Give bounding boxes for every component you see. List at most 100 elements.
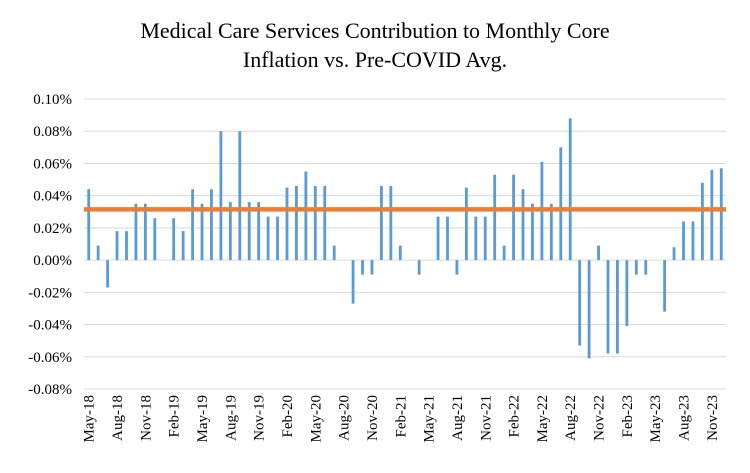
bar: [115, 231, 119, 261]
chart-title-line-1: Medical Care Services Contribution to Mo…: [140, 18, 609, 43]
bar: [578, 260, 582, 346]
bar: [285, 187, 289, 261]
x-tick-label: May-23: [648, 395, 664, 443]
y-tick-label: -0.06%: [28, 350, 72, 366]
y-tick-label: -0.08%: [28, 382, 72, 398]
y-tick-label: -0.02%: [28, 285, 72, 301]
bar: [606, 260, 610, 354]
x-tick-label: Aug-23: [677, 395, 693, 441]
bar: [143, 203, 147, 261]
bar: [644, 260, 648, 275]
x-tick-label: May-18: [82, 395, 98, 443]
y-tick-label: 0.00%: [33, 253, 72, 269]
bar: [276, 216, 279, 261]
x-tick-label: Aug-21: [450, 395, 466, 441]
bar: [625, 260, 629, 327]
bar: [228, 202, 232, 261]
bar: [87, 189, 91, 261]
bar: [257, 202, 261, 261]
bar: [332, 245, 336, 261]
bar: [559, 147, 563, 261]
x-tick-label: Aug-19: [223, 395, 239, 441]
x-tick-label: May-19: [195, 395, 211, 443]
bar: [210, 189, 213, 261]
bar: [682, 221, 685, 261]
bar: [219, 131, 223, 261]
bar: [446, 216, 449, 261]
bar: [238, 131, 242, 261]
x-tick-label: Nov-21: [478, 395, 494, 441]
bar: [125, 231, 128, 261]
bar: [172, 218, 176, 261]
bar: [436, 216, 440, 261]
bar: [313, 186, 317, 261]
bar: [587, 260, 591, 359]
bar: [295, 186, 298, 261]
bar: [398, 245, 402, 261]
x-tick-label: May-22: [535, 395, 551, 443]
x-tick-label: Aug-20: [337, 395, 353, 441]
y-tick-label: 0.02%: [33, 221, 72, 237]
x-tick-label: Feb-20: [280, 395, 296, 438]
bar: [370, 260, 374, 275]
bar: [455, 260, 459, 275]
bar: [153, 218, 157, 261]
bar: [134, 203, 138, 261]
bar: [96, 245, 100, 261]
bar: [191, 189, 194, 261]
bar: [323, 186, 327, 261]
y-axis-labels: 0.10% 0.08% 0.06% 0.04% 0.02% 0.00% -0.02% -0.0…: [28, 92, 72, 398]
bar: [361, 260, 364, 275]
x-tick-label: May-21: [422, 395, 438, 443]
x-tick-label: Nov-18: [138, 395, 154, 441]
y-tick-label: -0.04%: [28, 318, 72, 334]
y-tick-label: 0.08%: [33, 124, 72, 140]
bar: [616, 260, 619, 354]
y-tick-label: 0.04%: [33, 189, 72, 205]
bar: [597, 245, 600, 261]
x-tick-label: Feb-22: [507, 395, 523, 438]
bar: [247, 202, 251, 261]
bar: [700, 182, 704, 261]
bar: [568, 118, 572, 261]
bar: [493, 174, 497, 261]
y-tick-label: 0.10%: [33, 92, 72, 108]
bar: [200, 203, 204, 261]
bar: [304, 171, 308, 261]
x-tick-label: Feb-21: [393, 395, 409, 438]
bar: [464, 187, 468, 261]
x-tick-label: Nov-23: [705, 395, 721, 441]
bar: [531, 203, 534, 261]
bar: [379, 186, 383, 261]
bar: [181, 231, 185, 261]
bar: [691, 221, 695, 261]
bar: [549, 203, 553, 261]
x-tick-label: Nov-22: [592, 395, 608, 441]
y-tick-label: 0.06%: [33, 156, 72, 172]
bar: [417, 260, 421, 275]
bar-series: [87, 118, 723, 359]
bar: [502, 245, 506, 261]
bar: [521, 189, 525, 261]
bar: [512, 174, 515, 261]
bar: [351, 260, 355, 304]
x-tick-label: Nov-20: [365, 395, 381, 441]
bar: [266, 216, 270, 261]
bar: [106, 260, 110, 288]
bar: [672, 247, 676, 261]
chart-title: Medical Care Services Contribution to Mo…: [140, 18, 609, 72]
x-axis-labels: May-18 Aug-18 Nov-18 Feb-19 May-19 Aug-19 Nov-…: [82, 395, 721, 443]
bar: [634, 260, 638, 275]
x-tick-label: Feb-19: [167, 395, 183, 438]
chart-title-line-2: Inflation vs. Pre-COVID Avg.: [243, 47, 507, 72]
bar: [474, 216, 478, 261]
bar: [719, 168, 723, 261]
bar: [710, 169, 714, 261]
x-tick-label: Feb-23: [620, 395, 636, 438]
x-tick-label: Nov-19: [252, 395, 268, 441]
gridlines: [84, 98, 726, 390]
bar: [663, 260, 667, 312]
x-tick-label: Aug-22: [563, 395, 579, 441]
x-tick-label: Aug-18: [110, 395, 126, 441]
